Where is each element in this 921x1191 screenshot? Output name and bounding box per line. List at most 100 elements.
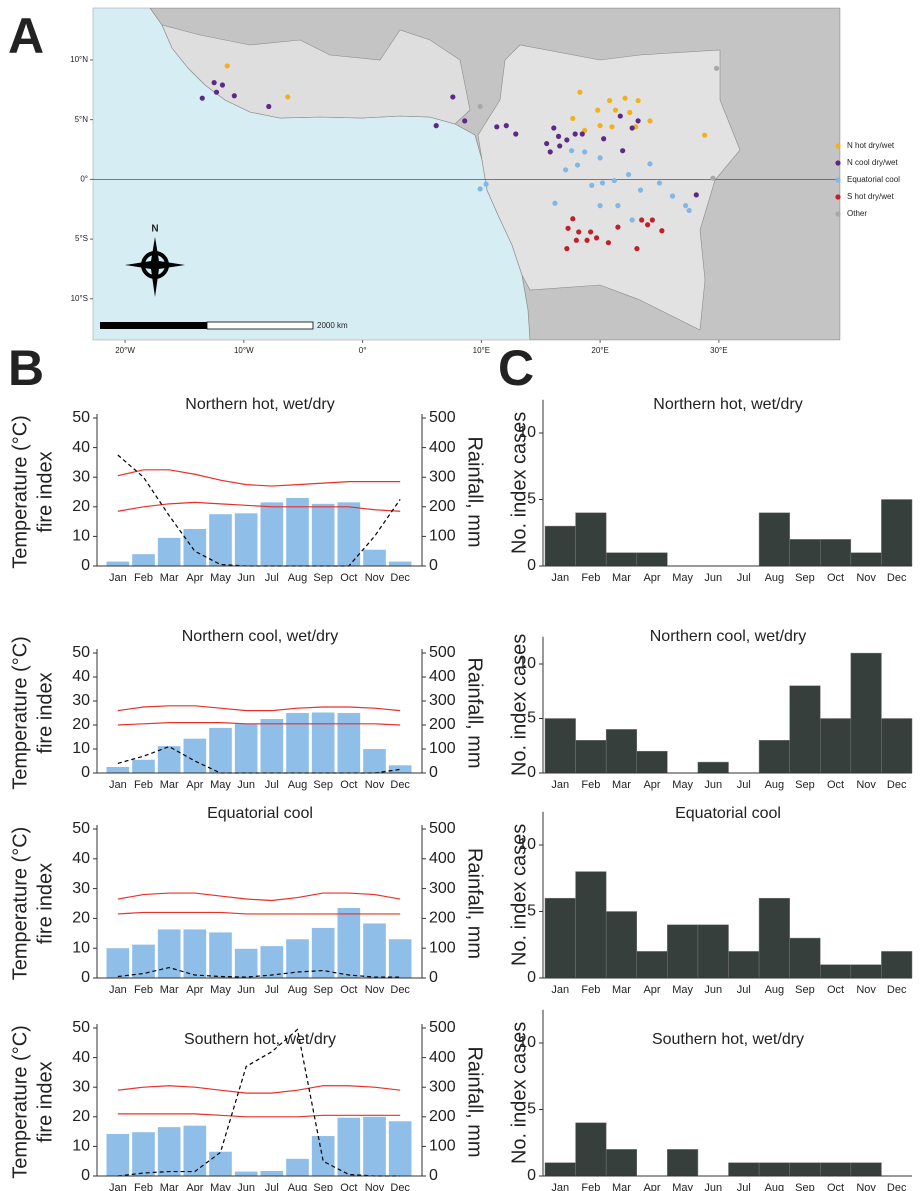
x-tick-label: Feb [581,1182,600,1191]
point [574,162,581,168]
map-frame [92,7,841,341]
point [494,124,500,130]
point [597,203,603,209]
x-tick-label: Sep [795,984,815,996]
x-tick-label: Mar [612,779,631,791]
point [713,65,720,71]
line [117,721,401,726]
bar [636,750,668,774]
point [570,115,576,122]
x-tick-label: Mar [160,572,179,584]
bar [388,1121,412,1176]
point [588,229,594,235]
point [576,229,582,235]
x-tick-label: Mar [160,1182,179,1191]
bar [544,897,576,979]
x-tick-label: Sep [313,1182,333,1191]
y-tick-label: 30 [72,468,90,485]
y-tick-label: 0 [81,1167,90,1184]
x-tick-label: May [210,1182,231,1191]
point [669,193,676,199]
point [599,180,606,186]
point [573,237,579,243]
y2-tick-label: 300 [429,1078,456,1095]
point [570,216,576,222]
bar [286,497,309,566]
point [626,171,632,178]
x-tick-label: Apr [643,779,660,791]
bar [363,749,386,773]
legend-marker [835,177,841,183]
bar [311,927,335,978]
x-tick-label: Jan [109,1182,127,1191]
point [547,149,553,155]
y-tick-label: 0 [527,969,536,986]
x-tick-label: Apr [643,1182,660,1191]
x-tick-label: Sep [313,572,333,584]
point [615,203,621,209]
x-tick-label: Nov [856,779,876,791]
point [231,93,237,99]
point [483,181,489,187]
x-tick-label: Sep [313,984,333,996]
point [617,113,623,119]
line [117,501,401,512]
y-axis-label: No. index cases [508,634,530,776]
x-tick-label: Oct [827,1182,844,1191]
x-tick-label: Jun [704,779,722,791]
point [555,133,562,139]
x-tick-label: 20°W [115,346,135,355]
y-tick-label: 10 [518,1034,536,1051]
point [551,125,557,131]
y-tick-label: 30 [72,1078,90,1095]
bar [337,713,361,773]
legend-marker [835,143,841,149]
panel-label: C [498,340,534,396]
y-axis-label: fire index [34,863,56,944]
bar [758,1162,790,1177]
bar [106,948,130,978]
point [597,155,603,161]
x-tick-label: Apr [186,1182,203,1191]
point [513,131,519,137]
y-axis-label: fire index [34,451,56,532]
line [117,705,401,712]
x-tick-label: Oct [340,572,357,584]
y-tick-label: 40 [72,439,90,456]
y2-tick-label: 0 [429,557,438,574]
y2-tick-label: 0 [429,1167,438,1184]
bar [183,1125,207,1176]
y-tick-label: 0 [81,764,90,781]
x-tick-label: Aug [288,984,308,996]
bar [881,499,913,567]
y-tick-label: 10 [72,939,90,956]
x-tick-label: Jul [737,1182,751,1191]
chart-title: Southern hot, wet/dry [652,1031,804,1048]
point [582,149,588,155]
point [563,167,569,173]
y-axis-label: No. index cases [508,1022,530,1164]
x-tick-label: 30°E [710,346,727,355]
point [639,217,645,223]
bar [758,512,790,567]
line [117,911,401,915]
point [577,89,583,95]
y-tick-label: 5 [527,710,536,727]
chart-title: Northern hot, wet/dry [185,396,334,413]
point [595,107,601,113]
y-tick-label: 20 [72,716,90,733]
bar [132,1132,155,1176]
point [635,118,641,124]
y-tick-label: 10 [72,1138,90,1155]
y-tick-label: 10 [72,740,90,757]
point [564,137,570,143]
point [450,94,456,100]
bar [286,1158,309,1176]
legend-label: N hot dry/wet [847,141,895,150]
x-tick-label: Feb [134,572,153,584]
y2-tick-label: 0 [429,969,438,986]
point [647,161,653,167]
map-base [93,8,840,340]
x-tick-label: Nov [856,572,876,584]
y2-tick-label: 500 [429,644,456,661]
